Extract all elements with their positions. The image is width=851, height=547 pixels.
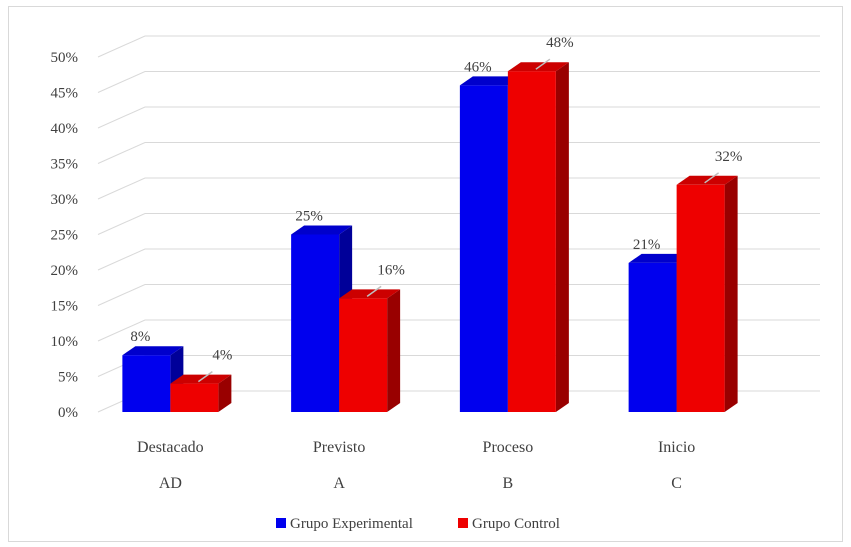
bar-control-destacado xyxy=(170,374,232,412)
gridline xyxy=(97,35,820,58)
y-axis-ticks: 0% 5% 10% 15% 20% 25% 30% 35% 40% 45% 50% xyxy=(51,50,79,421)
data-label: 48% xyxy=(546,35,574,51)
gridline xyxy=(97,248,820,271)
legend-swatch xyxy=(458,518,468,528)
legend: Grupo Experimental Grupo Control xyxy=(276,516,560,532)
y-tick-label: 35% xyxy=(51,157,79,173)
bar-control-previsto xyxy=(339,289,401,412)
category-label: Previsto xyxy=(313,439,365,456)
bar-control-inicio xyxy=(676,175,738,412)
data-label: 8% xyxy=(130,329,150,345)
data-label: 32% xyxy=(715,149,743,165)
legend-label: Grupo Control xyxy=(472,516,560,532)
x-axis-categories: Destacado AD Previsto A Proceso B Inicio C xyxy=(137,439,695,492)
label-leader-line xyxy=(535,58,551,70)
y-tick-label: 20% xyxy=(51,263,79,279)
category-code-label: B xyxy=(503,475,514,492)
bars xyxy=(122,62,738,413)
gridline xyxy=(97,106,820,129)
data-label: 46% xyxy=(464,59,492,75)
category-code-label: A xyxy=(333,475,345,492)
y-tick-label: 30% xyxy=(51,192,79,208)
data-label: 4% xyxy=(212,348,232,364)
category-label: Inicio xyxy=(658,439,695,456)
y-tick-label: 0% xyxy=(58,405,78,421)
data-label: 16% xyxy=(377,262,405,278)
data-label: 25% xyxy=(295,209,323,225)
category-label: Destacado xyxy=(137,439,204,456)
gridline xyxy=(97,142,820,164)
label-leader-line xyxy=(197,370,213,383)
category-code-label: AD xyxy=(159,475,182,492)
y-tick-label: 5% xyxy=(58,370,78,386)
legend-swatch xyxy=(276,518,286,528)
bar-control-proceso xyxy=(507,62,569,412)
y-tick-label: 40% xyxy=(51,121,79,137)
y-tick-label: 50% xyxy=(51,50,79,66)
gridline xyxy=(97,213,820,235)
legend-label: Grupo Experimental xyxy=(290,516,413,532)
y-tick-label: 45% xyxy=(51,86,79,102)
category-label: Proceso xyxy=(483,439,534,456)
gridline xyxy=(97,284,820,306)
gridline xyxy=(97,319,820,342)
label-leader-line xyxy=(366,285,382,298)
y-tick-label: 10% xyxy=(51,334,79,350)
y-tick-label: 15% xyxy=(51,299,79,315)
data-label: 21% xyxy=(633,237,661,253)
label-leader-line xyxy=(704,172,720,184)
gridline xyxy=(97,71,820,93)
category-code-label: C xyxy=(671,475,682,492)
gridlines xyxy=(97,35,820,413)
y-tick-label: 25% xyxy=(51,228,79,244)
gridline xyxy=(97,177,820,200)
data-labels: 8% 4% 25% 16% 46% 48% 21% 32% xyxy=(130,35,743,383)
